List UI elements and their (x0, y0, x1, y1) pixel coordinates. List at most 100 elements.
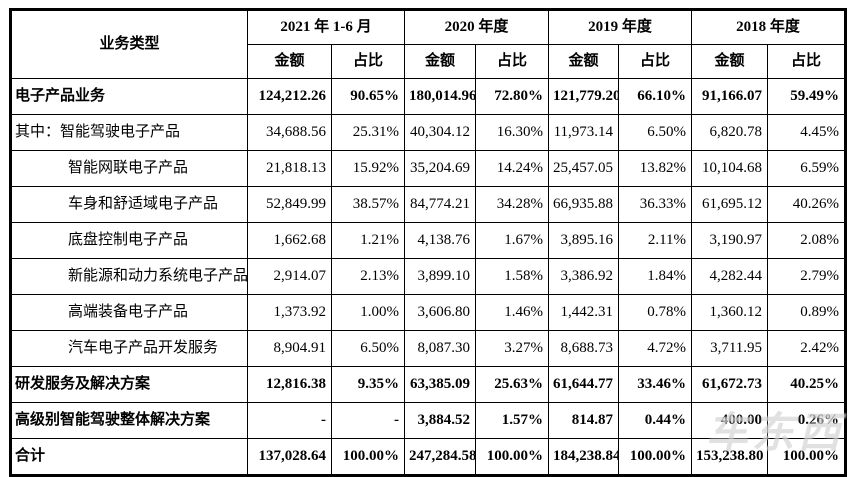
row-label: 研发服务及解决方案 (10, 366, 248, 403)
column-header-period-2019: 2019 年度 (548, 9, 693, 45)
column-header-business-type: 业务类型 (10, 9, 248, 79)
cell-ratio: 38.57% (331, 186, 405, 223)
cell-ratio: 0.78% (618, 294, 693, 331)
cell-ratio: 4.72% (618, 330, 693, 367)
cell-ratio: 0.26% (767, 402, 847, 439)
row-label: 车身和舒适域电子产品 (10, 186, 248, 223)
table-row: 电子产品业务 124,212.26 90.65% 180,014.96 72.8… (10, 78, 847, 115)
cell-ratio: 34.28% (474, 186, 550, 223)
cell-amount: 400.00 (691, 402, 769, 439)
cell-amount: - (247, 402, 332, 439)
column-header-period-2018: 2018 年度 (691, 9, 847, 45)
table-row: 车身和舒适域电子产品 52,849.99 38.57% 84,774.21 34… (10, 186, 847, 223)
cell-ratio: 36.33% (618, 186, 693, 223)
column-header-ratio: 占比 (618, 44, 693, 79)
cell-ratio: 2.08% (767, 222, 847, 259)
cell-ratio: 2.79% (767, 258, 847, 295)
cell-ratio: 100.00% (331, 438, 405, 476)
cell-ratio: - (331, 402, 405, 439)
cell-amount: 8,087.30 (404, 330, 476, 367)
cell-ratio: 59.49% (767, 78, 847, 115)
column-header-amount: 金额 (404, 44, 476, 79)
cell-ratio: 100.00% (474, 438, 550, 476)
cell-ratio: 6.59% (767, 150, 847, 187)
cell-ratio: 100.00% (767, 438, 847, 476)
cell-ratio: 9.35% (331, 366, 405, 403)
cell-ratio: 66.10% (618, 78, 693, 115)
cell-amount: 1,360.12 (691, 294, 769, 331)
cell-amount: 4,282.44 (691, 258, 769, 295)
cell-amount: 1,442.31 (548, 294, 620, 331)
cell-ratio: 14.24% (474, 150, 550, 187)
cell-amount: 2,914.07 (247, 258, 332, 295)
cell-amount: 61,644.77 (548, 366, 620, 403)
cell-ratio: 6.50% (331, 330, 405, 367)
cell-amount: 3,895.16 (548, 222, 620, 259)
cell-ratio: 1.84% (618, 258, 693, 295)
table-row: 高端装备电子产品 1,373.92 1.00% 3,606.80 1.46% 1… (10, 294, 847, 331)
cell-amount: 814.87 (548, 402, 620, 439)
cell-amount: 3,606.80 (404, 294, 476, 331)
row-label: 高端装备电子产品 (10, 294, 248, 331)
header-row-periods: 业务类型 2021 年 1-6 月 2020 年度 2019 年度 2018 年… (10, 9, 847, 79)
row-label: 其中：智能驾驶电子产品 (10, 114, 248, 151)
cell-ratio: 0.89% (767, 294, 847, 331)
cell-ratio: 1.21% (331, 222, 405, 259)
column-header-ratio: 占比 (474, 44, 550, 79)
cell-amount: 153,238.80 (691, 438, 769, 476)
column-header-amount: 金额 (247, 44, 332, 79)
cell-amount: 121,779.20 (548, 78, 620, 115)
table-row-total: 合计 137,028.64 100.00% 247,284.58 100.00%… (10, 438, 847, 476)
row-label: 底盘控制电子产品 (10, 222, 248, 259)
business-revenue-table: 业务类型 2021 年 1-6 月 2020 年度 2019 年度 2018 年… (9, 8, 848, 477)
cell-ratio: 15.92% (331, 150, 405, 187)
cell-ratio: 16.30% (474, 114, 550, 151)
cell-amount: 6,820.78 (691, 114, 769, 151)
cell-amount: 3,884.52 (404, 402, 476, 439)
cell-amount: 4,138.76 (404, 222, 476, 259)
cell-amount: 21,818.13 (247, 150, 332, 187)
cell-amount: 184,238.84 (548, 438, 620, 476)
cell-amount: 10,104.68 (691, 150, 769, 187)
cell-amount: 91,166.07 (691, 78, 769, 115)
cell-ratio: 1.58% (474, 258, 550, 295)
cell-amount: 1,662.68 (247, 222, 332, 259)
table-row: 新能源和动力系统电子产品 2,914.07 2.13% 3,899.10 1.5… (10, 258, 847, 295)
cell-amount: 137,028.64 (247, 438, 332, 476)
cell-ratio: 4.45% (767, 114, 847, 151)
cell-ratio: 40.26% (767, 186, 847, 223)
cell-ratio: 1.46% (474, 294, 550, 331)
cell-amount: 3,190.97 (691, 222, 769, 259)
cell-amount: 84,774.21 (404, 186, 476, 223)
cell-amount: 66,935.88 (548, 186, 620, 223)
cell-ratio: 2.42% (767, 330, 847, 367)
row-label: 高级别智能驾驶整体解决方案 (10, 402, 248, 439)
cell-amount: 63,385.09 (404, 366, 476, 403)
cell-ratio: 40.25% (767, 366, 847, 403)
column-header-ratio: 占比 (767, 44, 847, 79)
cell-ratio: 13.82% (618, 150, 693, 187)
column-header-amount: 金额 (691, 44, 769, 79)
cell-amount: 8,688.73 (548, 330, 620, 367)
cell-ratio: 100.00% (618, 438, 693, 476)
table-row: 研发服务及解决方案 12,816.38 9.35% 63,385.09 25.6… (10, 366, 847, 403)
cell-ratio: 90.65% (331, 78, 405, 115)
cell-amount: 180,014.96 (404, 78, 476, 115)
row-label: 汽车电子产品开发服务 (10, 330, 248, 367)
header-row-subcolumns: 金额 占比 金额 占比 金额 占比 金额 占比 (11, 44, 847, 79)
cell-amount: 61,695.12 (691, 186, 769, 223)
cell-ratio: 33.46% (618, 366, 693, 403)
cell-amount: 247,284.58 (404, 438, 476, 476)
cell-ratio: 25.31% (331, 114, 405, 151)
column-header-period-2020: 2020 年度 (403, 9, 550, 45)
cell-amount: 35,204.69 (404, 150, 476, 187)
cell-amount: 3,711.95 (691, 330, 769, 367)
cell-ratio: 2.11% (618, 222, 693, 259)
cell-ratio: 2.13% (331, 258, 405, 295)
table-row: 汽车电子产品开发服务 8,904.91 6.50% 8,087.30 3.27%… (10, 330, 847, 367)
cell-amount: 34,688.56 (247, 114, 332, 151)
cell-ratio: 1.67% (474, 222, 550, 259)
cell-amount: 12,816.38 (247, 366, 332, 403)
cell-amount: 40,304.12 (404, 114, 476, 151)
row-label: 电子产品业务 (10, 78, 248, 115)
